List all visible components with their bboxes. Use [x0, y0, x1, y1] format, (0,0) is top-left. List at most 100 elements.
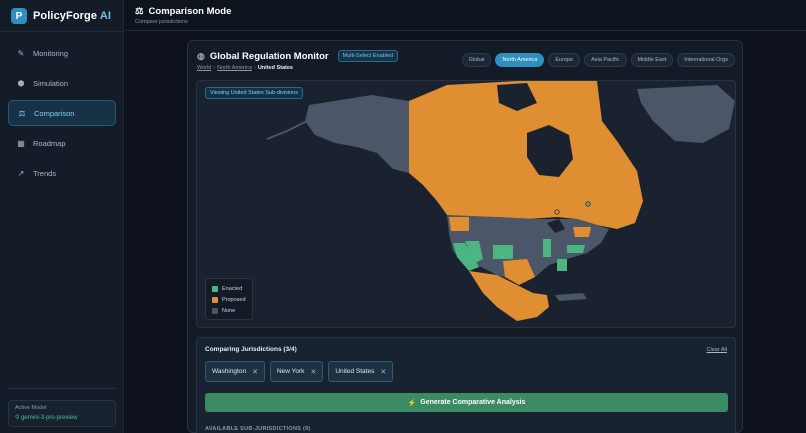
tab-international-orgs[interactable]: International Orgs [677, 53, 735, 67]
map-region-canada [409, 81, 643, 229]
selected-jurisdictions: Washington ✕ New York ✕ United States ✕ [205, 361, 394, 382]
legend-enacted: Enacted [212, 283, 246, 294]
legend-proposed: Proposed [212, 294, 246, 305]
cube-icon: ⬢ [17, 78, 25, 88]
sidebar-item-monitoring[interactable]: ✎ Monitoring [8, 40, 116, 66]
brand-logo: P [11, 8, 27, 24]
brand-name-main: PolicyForge [33, 10, 98, 22]
map-legend: Enacted Proposed None [205, 278, 253, 320]
sidebar-item-simulation[interactable]: ⬢ Simulation [8, 70, 116, 96]
page-header: ⚖ Comparison Mode Compare jurisdictions [125, 0, 806, 31]
legend-label: Enacted [222, 285, 243, 292]
active-model-card[interactable]: Active Model ⚲ gemini-3-pro-preview [8, 400, 116, 427]
map-region-mexico [469, 271, 549, 321]
sidebar-item-comparison[interactable]: ⚖ Comparison [8, 100, 116, 126]
lightning-icon: ⚡ [407, 399, 417, 407]
divider [0, 31, 124, 32]
legend-label: Proposed [222, 296, 246, 303]
clear-all-link[interactable]: Clear All [706, 347, 727, 353]
map-region-colorado [493, 245, 513, 259]
map-view[interactable]: Viewing United States Sub-divisions Enac… [196, 80, 736, 328]
breadcrumb-region[interactable]: North America [217, 65, 252, 71]
remove-icon[interactable]: ✕ [252, 368, 258, 376]
map-great-lakes [547, 219, 565, 233]
active-model-name: gemini-3-pro-preview [21, 415, 78, 421]
legend-swatch-proposed [212, 296, 218, 303]
brand-name-suffix: AI [99, 10, 112, 22]
panel-title-text: Global Regulation Monitor [209, 50, 329, 62]
breadcrumb-separator: › [213, 65, 216, 71]
jurisdiction-chip-united-states: United States ✕ [328, 361, 394, 382]
regulation-monitor-panel: ◍ Global Regulation Monitor Multi-Select… [187, 40, 743, 433]
active-model-label: Active Model [15, 405, 47, 411]
ruler-pencil-icon: ✎ [17, 48, 25, 58]
panel-title: ◍ Global Regulation Monitor Multi-Select… [197, 50, 399, 62]
map-region-arctic-islands [497, 83, 537, 111]
map-hudson-bay [527, 125, 573, 177]
map-region-new-york [573, 227, 591, 237]
remove-icon[interactable]: ✕ [310, 368, 317, 376]
remove-icon[interactable]: ✕ [380, 368, 387, 376]
scale-icon: ⚖ [18, 108, 26, 118]
jurisdiction-chip-new-york: New York ✕ [269, 361, 324, 382]
tab-middle-east[interactable]: Middle East [630, 53, 674, 67]
map-region-united-states [447, 215, 609, 281]
sidebar-item-label: Simulation [33, 78, 69, 88]
generate-analysis-button[interactable]: ⚡ Generate Comparative Analysis [205, 393, 728, 412]
map-region-cuba [555, 293, 587, 301]
map-region-alaska [305, 95, 409, 173]
map-marker-quebec [585, 201, 591, 207]
map-region-virginia [567, 245, 585, 253]
map-region-washington [449, 217, 469, 231]
scale-icon: ⚖ [135, 6, 144, 17]
breadcrumb-current: United States [257, 65, 293, 71]
region-tabs: Global North America Europe Asia Pacific… [461, 53, 735, 67]
map-region-illinois [543, 239, 551, 257]
page-subtitle: Compare jurisdictions [135, 19, 188, 25]
generate-analysis-label: Generate Comparative Analysis [420, 399, 526, 406]
chip-label: New York [276, 368, 305, 375]
sidebar-item-label: Monitoring [33, 48, 69, 58]
north-america-map[interactable] [197, 81, 736, 328]
chart-icon: ↗ [17, 168, 25, 178]
viewing-subdivisions-chip: Viewing United States Sub-divisions [205, 87, 303, 99]
map-region-california [453, 243, 479, 271]
sidebar-nav: ✎ Monitoring ⬢ Simulation ⚖ Comparison ▦… [8, 40, 116, 190]
legend-none: None [212, 305, 246, 316]
available-subjurisdictions-label: AVAILABLE SUB-JURISDICTIONS (9) [205, 426, 311, 432]
brand[interactable]: P PolicyForge AI [11, 8, 111, 24]
legend-swatch-enacted [212, 285, 218, 292]
map-region-texas [503, 259, 535, 285]
model-icon: ⚲ [15, 415, 20, 421]
sidebar-item-label: Roadmap [33, 138, 66, 148]
sidebar-item-label: Trends [33, 168, 57, 178]
chip-label: United States [335, 368, 375, 375]
sidebar-item-trends[interactable]: ↗ Trends [8, 160, 116, 186]
chip-label: Washington [212, 368, 247, 375]
tab-europe[interactable]: Europe [548, 53, 581, 67]
map-region-nevada [465, 241, 483, 263]
brand-name: PolicyForge AI [33, 10, 111, 22]
tab-asia-pacific[interactable]: Asia Pacific [584, 53, 627, 67]
legend-swatch-none [212, 307, 218, 314]
map-region-greenland [637, 85, 735, 143]
tab-north-america[interactable]: North America [495, 53, 545, 67]
comparing-title: Comparing Jurisdictions (3/4) [205, 346, 297, 353]
breadcrumb: World › North America › United States [197, 65, 293, 71]
legend-label: None [222, 307, 236, 314]
globe-icon: ◍ [197, 50, 205, 61]
roadmap-icon: ▦ [17, 138, 25, 148]
multi-select-badge: Multi-Select Enabled [337, 50, 399, 62]
sidebar-item-label: Comparison [34, 108, 75, 118]
map-region-aleutians [266, 120, 308, 140]
breadcrumb-separator: › [253, 65, 256, 71]
tab-global[interactable]: Global [461, 53, 492, 67]
jurisdiction-chip-washington: Washington ✕ [205, 361, 265, 382]
page-title-text: Comparison Mode [148, 6, 232, 17]
sidebar-item-roadmap[interactable]: ▦ Roadmap [8, 130, 116, 156]
divider [8, 388, 116, 389]
active-model-value: ⚲ gemini-3-pro-preview [15, 414, 109, 421]
page-title: ⚖ Comparison Mode [135, 6, 231, 17]
breadcrumb-world[interactable]: World [197, 65, 212, 71]
